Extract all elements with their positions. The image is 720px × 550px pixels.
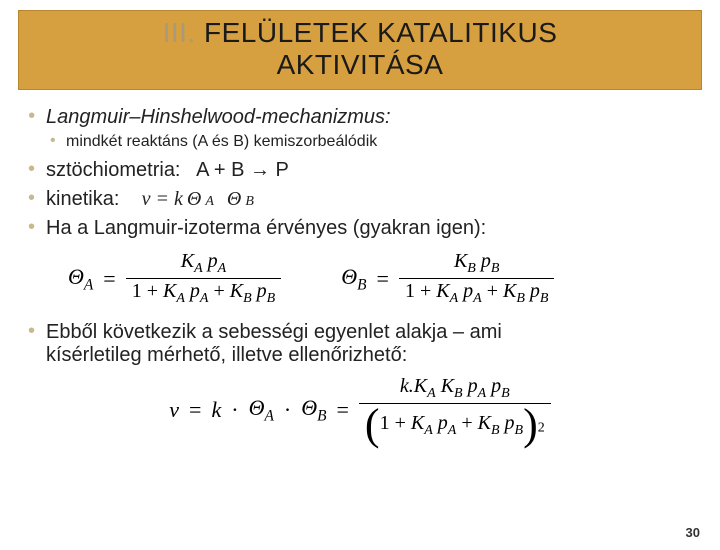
re-tas: A <box>264 408 273 425</box>
fb-lhs-sub: B <box>357 276 366 293</box>
theta-a-formula: ΘA = KA pA 1 + KA pA + KB pB <box>68 250 281 307</box>
re-v: v <box>169 397 179 423</box>
content: Langmuir–Hinshelwood-mechanizmus: mindké… <box>0 90 720 445</box>
fa-d3s: B <box>243 291 252 306</box>
re-d2: p <box>438 412 448 434</box>
re-d4s: B <box>515 423 524 438</box>
title-roman: III. <box>163 17 196 48</box>
re-frac: k.KA KB pA pB ( 1 + KA pA + KB <box>359 375 551 445</box>
re-nkas: A <box>427 386 436 401</box>
theta-b: Θ <box>227 188 241 211</box>
fa-d1s: A <box>176 291 185 306</box>
fa-n2s: A <box>218 261 227 276</box>
re-npbs: B <box>501 386 510 401</box>
page-number: 30 <box>686 525 700 540</box>
re-npb: p <box>491 375 501 397</box>
fb-n2: p <box>481 250 491 272</box>
title-band: III. FELÜLETEK KATALITIKUS AKTIVITÁSA <box>18 10 702 90</box>
theta-b-sub: B <box>245 194 254 210</box>
rate-equation: v = k · ΘA · ΘB = k.KA KB pA pB ( <box>28 375 692 445</box>
fb-d3s: B <box>516 291 525 306</box>
re-d1s: A <box>424 423 433 438</box>
re-eq2: = <box>336 397 348 423</box>
re-tb: Θ <box>301 395 317 420</box>
re-dot1: · <box>231 397 238 423</box>
fa-n2: p <box>208 250 218 272</box>
re-d3: K <box>478 412 491 434</box>
fb-n2s: B <box>491 261 500 276</box>
fb-d4s: B <box>540 291 549 306</box>
fb-frac: KB pB 1 + KA pA + KB pB <box>399 250 555 307</box>
re-d3s: B <box>491 423 500 438</box>
fb-n1: K <box>454 250 467 272</box>
fa-frac: KA pA 1 + KA pA + KB pB <box>126 250 282 307</box>
re-d4: p <box>505 412 515 434</box>
re-npa: p <box>468 375 478 397</box>
fb-lhs: Θ <box>341 264 357 289</box>
re-ta: Θ <box>249 395 265 420</box>
kin-prefix: v = k <box>142 188 183 211</box>
fa-n1: K <box>181 250 194 272</box>
re-d0: 1 + <box>380 412 411 434</box>
title-line2: AKTIVITÁSA <box>277 49 444 80</box>
re-nkb: K <box>441 375 454 397</box>
stoich-eq: A + B → P <box>196 159 289 181</box>
fb-d1: K <box>436 280 449 302</box>
re-tbs: B <box>317 408 326 425</box>
fa-d4s: B <box>267 291 276 306</box>
fa-lhs: Θ <box>68 264 84 289</box>
fa-d1: K <box>163 280 176 302</box>
fb-d1s: A <box>450 291 459 306</box>
re-d2s: A <box>448 423 457 438</box>
re-dot2: · <box>284 397 291 423</box>
kinetics-eq: v = k ΘA ΘB <box>142 188 254 211</box>
theta-b-formula: ΘB = KB pB 1 + KA pA + KB pB <box>341 250 554 307</box>
fa-d2: p <box>190 280 200 302</box>
theta-a-sub: A <box>205 194 214 210</box>
fa-dp: + <box>213 280 229 302</box>
bullet-kinetics: kinetika: v = k ΘA ΘB <box>28 188 692 211</box>
fb-dp: + <box>487 280 503 302</box>
re-k: k <box>211 397 221 423</box>
slide-title: III. FELÜLETEK KATALITIKUS AKTIVITÁSA <box>163 17 558 81</box>
re-dp: + <box>461 412 477 434</box>
formula-pair: ΘA = KA pA 1 + KA pA + KB pB ΘB <box>68 250 692 307</box>
conclusion-line2: kísérletileg mérhető, illetve ellenőrizh… <box>46 344 407 366</box>
re-exp: 2 <box>538 421 545 436</box>
stoich-label: sztöchiometria: <box>46 159 181 181</box>
re-npas: A <box>478 386 487 401</box>
bullet-stoich: sztöchiometria: A + B → P <box>28 159 692 182</box>
bullet-conclusion: Ebből következik a sebességi egyenlet al… <box>28 321 692 367</box>
bullet-langmuir: Ha a Langmuir-izoterma érvényes (gyakran… <box>28 217 692 240</box>
re-nk: k.K <box>400 375 427 397</box>
re-d1: K <box>411 412 424 434</box>
fb-d4: p <box>530 280 540 302</box>
bullet-mechanism: Langmuir–Hinshelwood-mechanizmus: <box>28 106 692 129</box>
fb-d0: 1 + <box>405 280 436 302</box>
fb-d2: p <box>463 280 473 302</box>
fb-n1s: B <box>467 261 476 276</box>
kinetics-label: kinetika: <box>46 188 119 210</box>
fa-d2s: A <box>200 291 209 306</box>
re-nkbs: B <box>454 386 463 401</box>
fa-n1s: A <box>194 261 203 276</box>
fa-d4: p <box>257 280 267 302</box>
bullet-mechanism-sub: mindkét reaktáns (A és B) kemiszorbeálód… <box>28 133 692 151</box>
fb-d3: K <box>503 280 516 302</box>
conclusion-line1: Ebből következik a sebességi egyenlet al… <box>46 321 502 343</box>
title-rest1: FELÜLETEK KATALITIKUS <box>196 17 558 48</box>
fa-lhs-sub: A <box>84 276 93 293</box>
fa-d0: 1 + <box>132 280 163 302</box>
bullet-mechanism-text: Langmuir–Hinshelwood-mechanizmus: <box>46 106 391 128</box>
theta-a: Θ <box>187 188 201 211</box>
fa-d3: K <box>230 280 243 302</box>
fb-d2s: A <box>473 291 482 306</box>
re-eq1: = <box>189 397 201 423</box>
